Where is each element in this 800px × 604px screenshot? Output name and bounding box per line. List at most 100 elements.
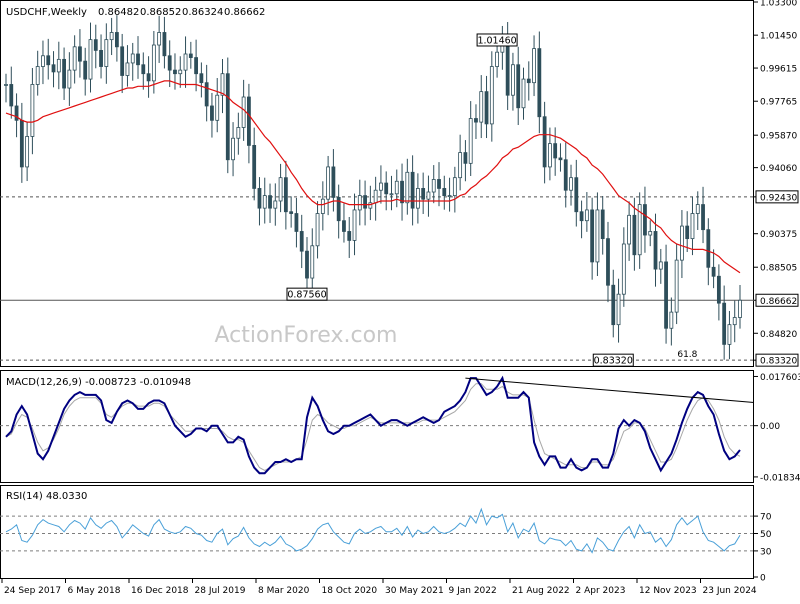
price-candle-body	[210, 105, 214, 121]
price-candle-body	[595, 209, 600, 263]
rsi-layer	[0, 507, 754, 554]
price-candle-body	[326, 166, 331, 200]
price-candle-body	[384, 182, 389, 195]
price-candle-body	[542, 116, 547, 168]
price-annotation-label: 0.87560	[287, 290, 326, 301]
price-candle-body	[711, 266, 716, 277]
price-candle-body	[56, 58, 61, 73]
price-candle-body	[78, 46, 82, 62]
price-candle-body	[188, 53, 193, 58]
price-candle-body	[67, 69, 72, 89]
price-candle-body	[299, 231, 304, 252]
price-candle-body	[9, 84, 14, 107]
price-candle-body	[452, 177, 457, 196]
price-candle-body	[231, 137, 235, 161]
price-candle-body	[701, 204, 705, 231]
price-candle-body	[521, 78, 526, 109]
price-candle-body	[368, 202, 373, 209]
price-candle-body	[447, 195, 452, 198]
price-candle-body	[167, 55, 172, 71]
watermark: ActionForex.com	[215, 323, 398, 348]
price-candle-body	[458, 152, 463, 179]
price-candle-body	[320, 198, 325, 214]
price-y-tick-label: 0.90375	[760, 230, 797, 240]
price-candle-body	[247, 96, 251, 146]
price-candle-body	[643, 204, 647, 236]
price-candle-body	[72, 46, 77, 71]
x-tick-label: 21 Aug 2022	[512, 586, 570, 596]
price-candle-body	[738, 299, 742, 318]
x-tick-label: 2 Apr 2023	[576, 586, 626, 596]
x-tick-label: 16 Dec 2018	[131, 586, 189, 596]
macd-line	[5, 375, 741, 475]
price-candle-body	[130, 53, 135, 64]
price-y-tick-label: 1.01450	[760, 32, 797, 42]
price-candle-body	[389, 193, 394, 196]
price-annotation-box	[476, 33, 518, 47]
price-header-high: 0.86852	[140, 7, 181, 18]
x-tick-label: 12 Nov 2023	[639, 586, 697, 596]
rsi-y-tick-label: 30	[760, 547, 772, 557]
price-candle-body	[637, 204, 642, 256]
price-candle-body	[695, 204, 700, 214]
price-y-tick-label: 0.99615	[760, 65, 797, 75]
price-y-axis: 1.03300 1.01450 0.99615 0.97765 0.95870 0.940…	[754, 0, 799, 367]
price-candle-body	[93, 39, 98, 51]
price-y-tick-label: 1.03300	[760, 0, 797, 9]
price-candle-body	[352, 209, 357, 241]
price-annotations: 1.01460 0.87560 0.83320 61.8	[286, 33, 698, 367]
price-annotation-label: 1.01460	[477, 35, 516, 46]
price-candle-body	[653, 231, 658, 270]
price-candle-body	[30, 84, 35, 137]
price-candle-body	[51, 64, 56, 73]
price-candle-body	[109, 32, 114, 41]
price-candle-body	[283, 177, 288, 213]
price-level-tag	[755, 293, 799, 307]
price-candle-body	[410, 171, 415, 209]
price-header-low: 0.86324	[182, 7, 223, 18]
price-candle-body	[532, 48, 536, 84]
rsi-y-tick-label: 50	[760, 530, 772, 540]
price-candle-body	[199, 73, 204, 84]
price-candle-body	[611, 284, 616, 326]
price-level-tag	[755, 353, 799, 367]
price-candle-body	[268, 195, 272, 209]
price-candle-body	[305, 250, 309, 279]
price-candle-body	[415, 188, 420, 209]
price-candle-body	[204, 82, 209, 107]
price-candle-body	[331, 166, 336, 198]
price-candle-body	[489, 66, 494, 125]
price-candle-body	[606, 238, 610, 286]
price-candle-body	[178, 69, 183, 75]
price-candle-body	[437, 179, 441, 189]
price-candle-body	[632, 214, 637, 256]
price-candle-body	[627, 214, 632, 245]
macd-y-tick-label: -0.01834	[760, 473, 800, 483]
price-candle-body	[722, 302, 727, 345]
price-candle-body	[262, 195, 267, 209]
x-axis: 24 Sep 2017 6 May 2018 16 Dec 2018 28 Jul 2…	[1, 579, 757, 596]
macd-y-tick-label: 0.017603	[760, 373, 800, 383]
price-candle-body	[600, 209, 605, 240]
price-candle-body	[421, 188, 426, 200]
rsi-y-axis: 70 50 30 0	[754, 513, 772, 584]
price-y-tick-label: 0.83320	[760, 357, 797, 367]
price-candle-body	[479, 91, 484, 123]
price-candle-body	[690, 213, 695, 240]
price-candle-body	[463, 152, 468, 164]
price-candle-body	[505, 39, 510, 96]
price-candle-body	[120, 46, 125, 76]
price-candle-body	[553, 143, 558, 159]
x-tick-label: 24 Sep 2017	[4, 586, 61, 596]
macd-y-tick-label: 0.00	[760, 422, 780, 432]
price-candle-body	[474, 118, 478, 123]
price-annotation-box	[592, 353, 634, 367]
price-candle-body	[347, 231, 352, 241]
price-candle-body	[674, 259, 679, 313]
rsi-y-tick-label: 0	[760, 574, 766, 584]
price-candles	[4, 15, 742, 360]
macd-panel-frame	[0, 370, 754, 483]
price-candle-body	[225, 73, 230, 161]
price-candle-body	[558, 157, 563, 161]
